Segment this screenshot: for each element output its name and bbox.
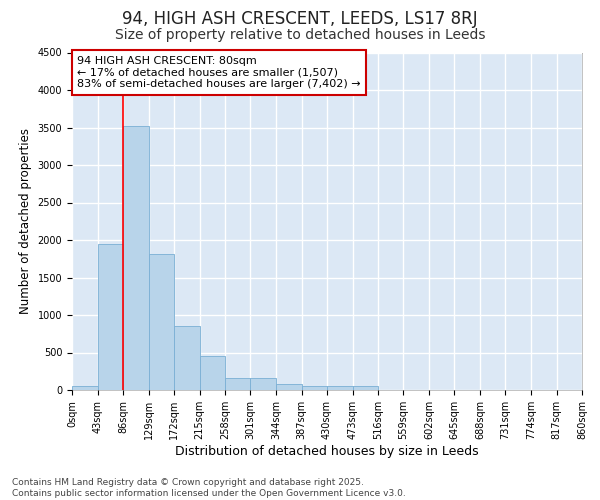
Bar: [353, 386, 378, 390]
Bar: [251, 378, 276, 390]
Text: 94, HIGH ASH CRESCENT, LEEDS, LS17 8RJ: 94, HIGH ASH CRESCENT, LEEDS, LS17 8RJ: [122, 10, 478, 28]
Bar: [225, 378, 251, 390]
Text: Size of property relative to detached houses in Leeds: Size of property relative to detached ho…: [115, 28, 485, 42]
Text: Contains HM Land Registry data © Crown copyright and database right 2025.
Contai: Contains HM Land Registry data © Crown c…: [12, 478, 406, 498]
Bar: [149, 254, 174, 390]
Bar: [327, 386, 353, 390]
Bar: [97, 244, 123, 390]
Bar: [302, 386, 327, 390]
Text: 94 HIGH ASH CRESCENT: 80sqm
← 17% of detached houses are smaller (1,507)
83% of : 94 HIGH ASH CRESCENT: 80sqm ← 17% of det…: [77, 56, 361, 89]
Bar: [174, 326, 199, 390]
Y-axis label: Number of detached properties: Number of detached properties: [19, 128, 32, 314]
Bar: [199, 356, 225, 390]
Bar: [123, 126, 149, 390]
X-axis label: Distribution of detached houses by size in Leeds: Distribution of detached houses by size …: [175, 444, 479, 458]
Bar: [276, 384, 302, 390]
Bar: [72, 386, 97, 390]
